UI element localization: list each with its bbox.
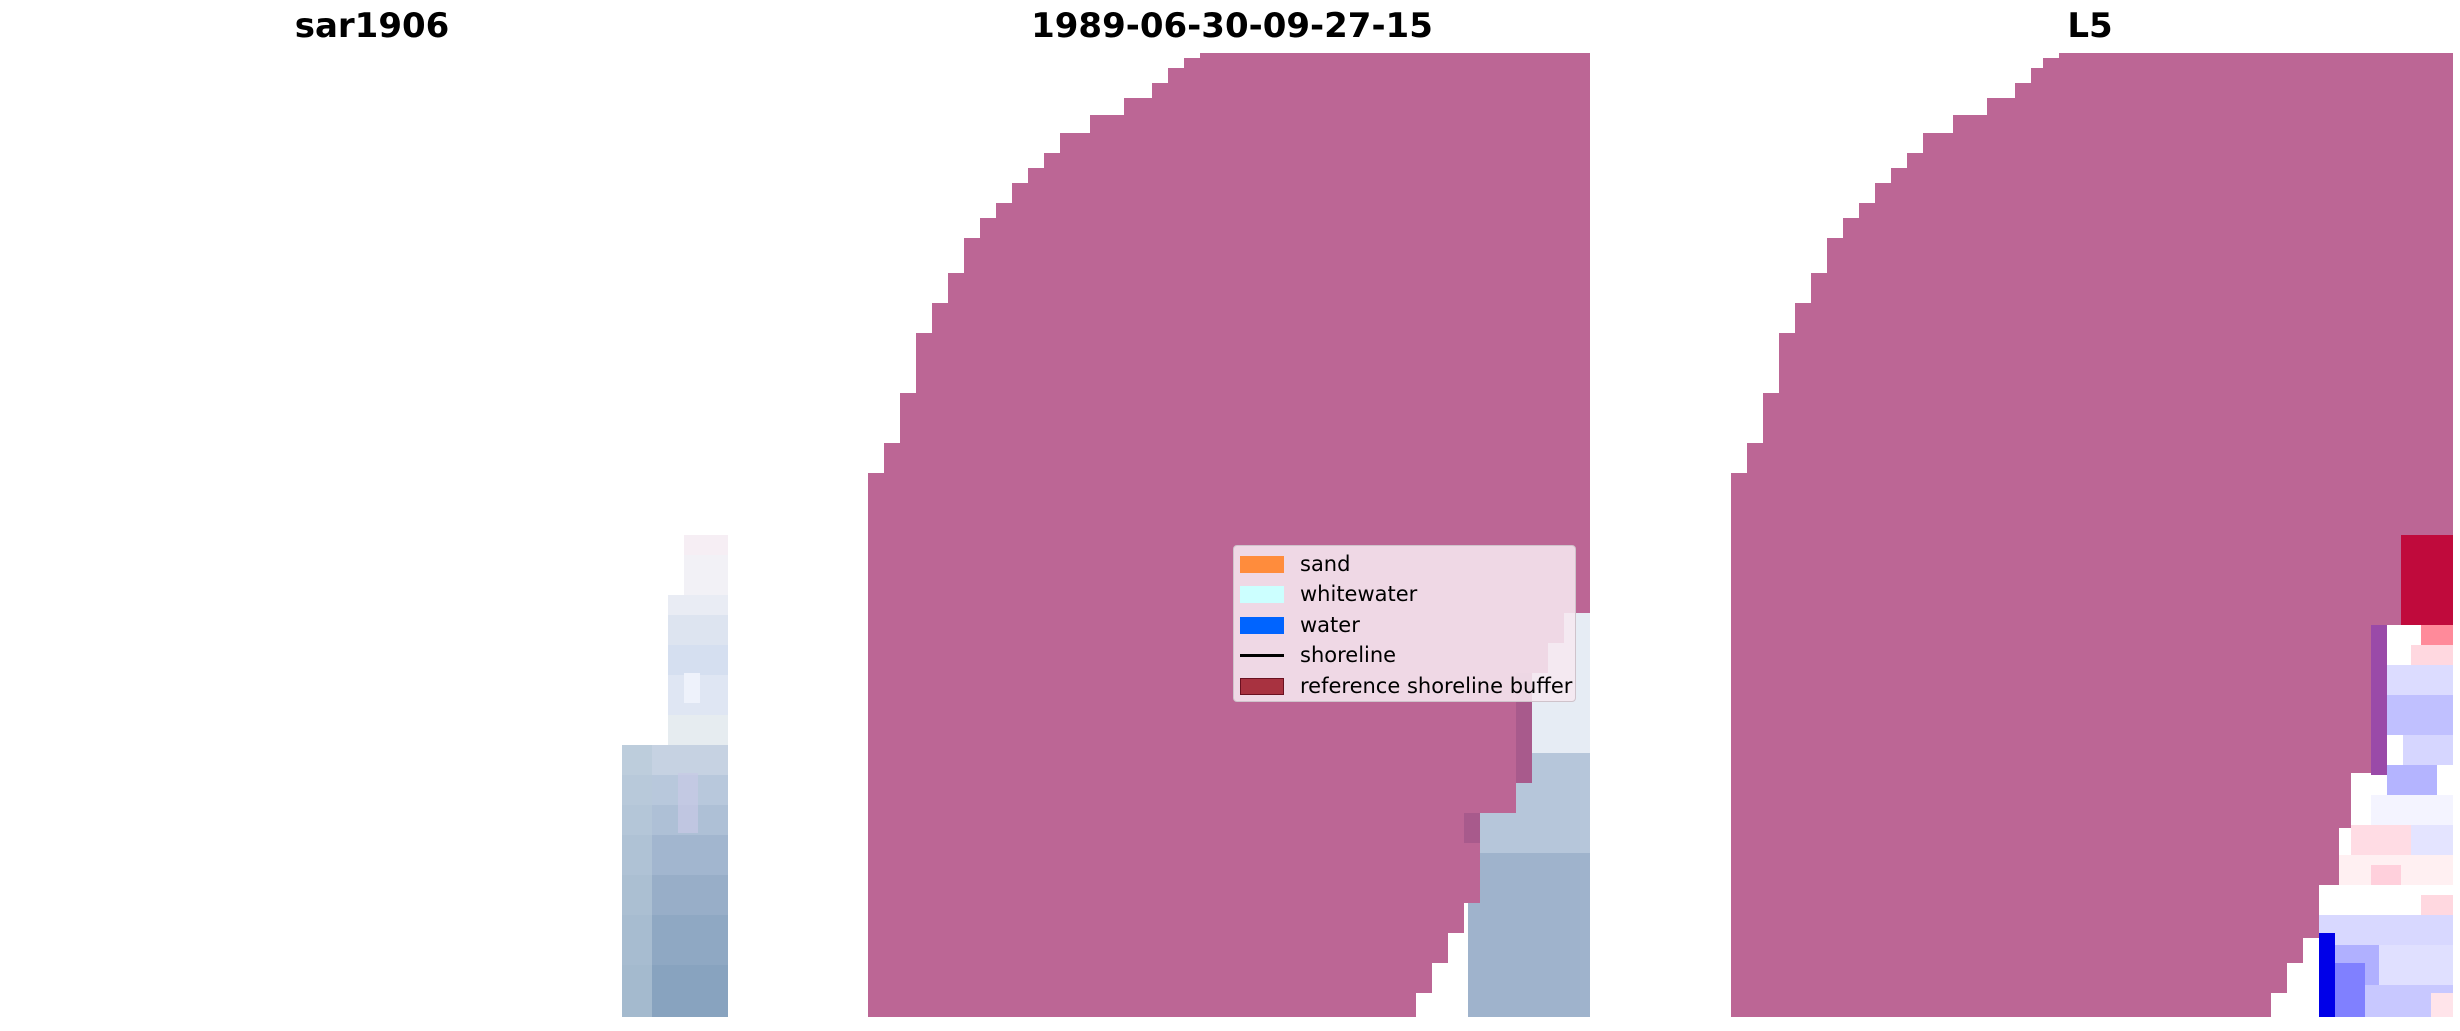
legend-swatch-reference-shoreline-buffer [1240, 677, 1284, 695]
probability-raster [1731, 53, 2453, 1017]
legend-line-shoreline [1240, 653, 1284, 657]
title-right: L5 [2067, 6, 2113, 46]
legend-label: shoreline [1300, 643, 1397, 667]
rgb-image-raster [622, 535, 728, 1017]
legend-swatch-sand [1240, 555, 1284, 573]
legend-item-sand: sand [1240, 551, 1350, 577]
title-middle: 1989-06-30-09-27-15 [1031, 6, 1433, 46]
legend-item-shoreline: shoreline [1240, 642, 1396, 668]
legend-label: sand [1300, 552, 1351, 576]
legend-label: reference shoreline buffer [1300, 674, 1573, 698]
legend-item-water: water [1240, 612, 1360, 638]
legend-swatch-water [1240, 616, 1284, 634]
legend-item-whitewater: whitewater [1240, 581, 1417, 607]
panel-classification [868, 53, 1590, 1017]
panel-probability-map [1731, 53, 2453, 1017]
panel-rgb-image [8, 53, 728, 1017]
legend-item-reference-shoreline-buffer: reference shoreline buffer [1240, 673, 1572, 699]
legend-label: water [1300, 613, 1360, 637]
title-left: sar1906 [294, 6, 450, 46]
legend: sand whitewater water shoreline referenc… [1233, 545, 1576, 702]
legend-swatch-whitewater [1240, 585, 1284, 603]
classification-raster [868, 53, 1590, 1017]
legend-label: whitewater [1300, 582, 1418, 606]
